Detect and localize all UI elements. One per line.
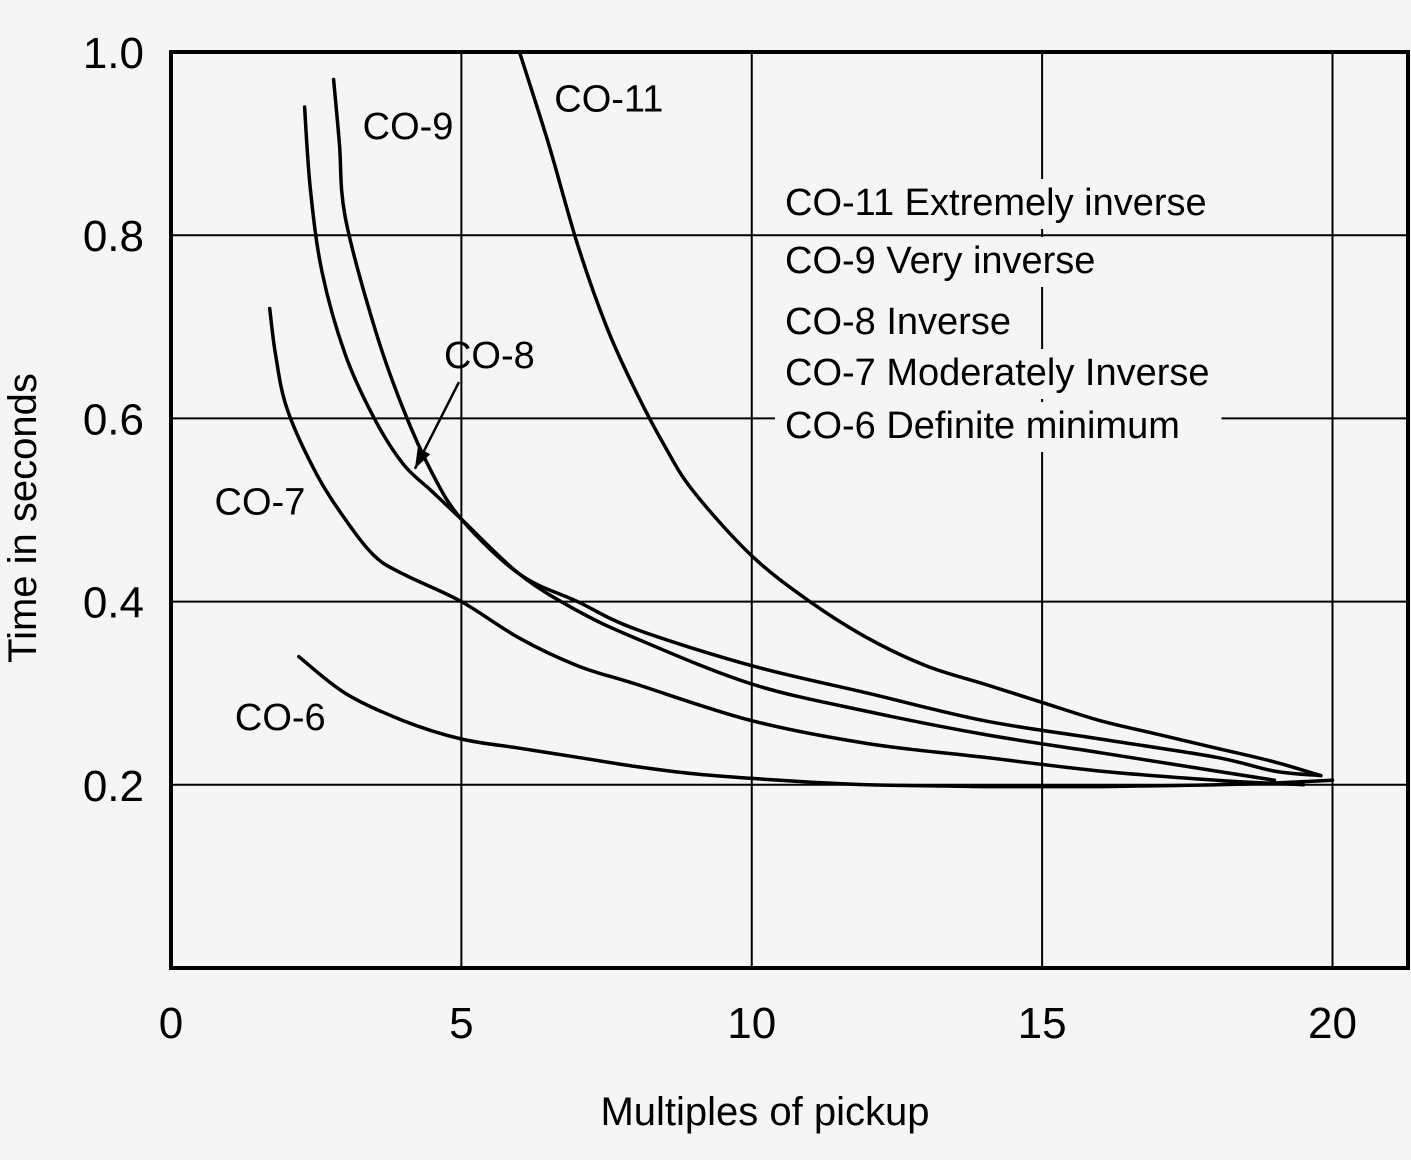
x-tick-label: 10 bbox=[727, 999, 776, 1048]
x-tick-label: 15 bbox=[1018, 999, 1067, 1048]
y-tick-label: 1.0 bbox=[83, 29, 144, 78]
legend-entry-bg bbox=[775, 402, 1222, 452]
y-tick-label: 0.8 bbox=[83, 212, 144, 261]
legend-entry: CO-9 Very inverse bbox=[785, 240, 1095, 282]
legend-entry-bg bbox=[775, 237, 1140, 287]
series-line-co-9 bbox=[331, 77, 1323, 778]
x-axis-label: Multiples of pickup bbox=[600, 1090, 929, 1134]
legend: CO-11 Extremely inverse CO-9 Very inverse… bbox=[775, 179, 1263, 452]
axes: 0 5 10 15 20 0.2 0.4 0.6 0.8 1.0 bbox=[83, 29, 1410, 1048]
series-line-co-8 bbox=[302, 105, 1277, 782]
series-line-co-11 bbox=[517, 50, 1323, 778]
y-tick-label: 0.6 bbox=[83, 395, 144, 444]
x-tick-label: 0 bbox=[159, 999, 183, 1048]
y-tick-label: 0.2 bbox=[83, 762, 144, 811]
curve-label-co-6: CO-6 bbox=[235, 697, 326, 739]
series-line-co-6 bbox=[297, 654, 1335, 789]
curve-labels: CO-11 CO-9 CO-8 CO-7 CO-6 bbox=[215, 79, 664, 739]
series-layer bbox=[267, 50, 1335, 789]
plot-frame bbox=[169, 50, 1410, 970]
legend-entry-bg bbox=[775, 179, 1263, 229]
co8-pointer-arrowhead bbox=[414, 447, 431, 469]
legend-entry: CO-7 Moderately Inverse bbox=[785, 352, 1210, 394]
curve-label-co-7: CO-7 bbox=[215, 482, 306, 524]
legend-entry: CO-11 Extremely inverse bbox=[785, 182, 1207, 224]
y-axis-label: Time in seconds bbox=[1, 373, 45, 663]
legend-entry-bg bbox=[775, 298, 1037, 348]
x-tick-label: 5 bbox=[449, 999, 473, 1048]
curve-label-co-11: CO-11 bbox=[554, 79, 663, 121]
curve-label-co-9: CO-9 bbox=[363, 106, 454, 148]
legend-entry: CO-8 Inverse bbox=[785, 301, 1011, 343]
y-tick-label: 0.4 bbox=[83, 579, 144, 628]
legend-entry: CO-6 Definite minimum bbox=[785, 405, 1180, 447]
x-tick-label: 20 bbox=[1308, 999, 1357, 1048]
series-line-co-7 bbox=[267, 306, 1306, 787]
legend-entry-bg bbox=[775, 349, 1263, 399]
curve-label-co-8: CO-8 bbox=[444, 335, 535, 377]
